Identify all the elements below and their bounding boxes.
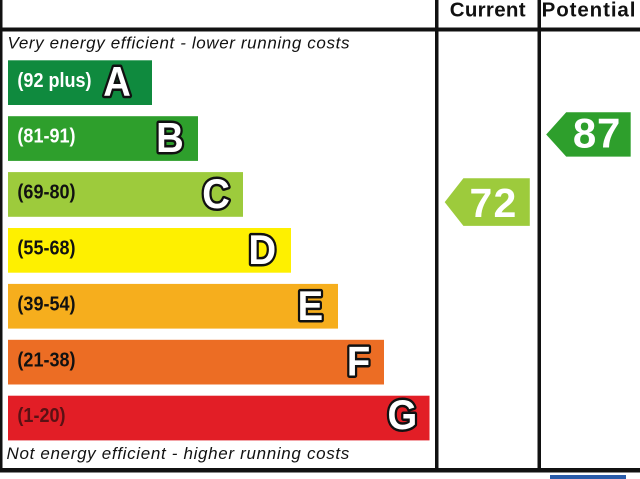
svg-text:G: G: [388, 392, 418, 439]
svg-text:B: B: [156, 114, 184, 161]
svg-text:(39-54): (39-54): [17, 293, 75, 315]
svg-text:(92 plus): (92 plus): [17, 70, 91, 92]
svg-text:D: D: [248, 226, 276, 273]
svg-text:Not energy efficient - higher: Not energy efficient - higher running co…: [7, 444, 350, 463]
svg-text:Potential: Potential: [542, 0, 637, 22]
svg-text:Very energy efficient - lower: Very energy efficient - lower running co…: [8, 33, 351, 52]
svg-text:A: A: [103, 59, 131, 106]
svg-text:E: E: [298, 282, 323, 329]
svg-text:87: 87: [573, 110, 621, 157]
svg-text:(1-20): (1-20): [17, 405, 65, 427]
svg-text:C: C: [202, 170, 230, 217]
svg-text:(81-91): (81-91): [17, 126, 75, 148]
svg-text:F: F: [347, 338, 370, 385]
svg-text:(21-38): (21-38): [17, 349, 75, 371]
svg-text:72: 72: [469, 180, 517, 226]
svg-text:Current: Current: [450, 0, 526, 22]
svg-text:(69-80): (69-80): [17, 182, 75, 204]
svg-text:(55-68): (55-68): [17, 238, 75, 260]
